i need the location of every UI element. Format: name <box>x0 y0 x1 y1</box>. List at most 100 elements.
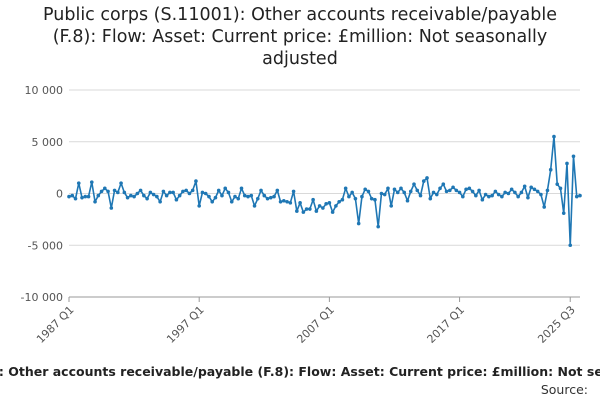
data-point <box>288 201 293 205</box>
data-point <box>366 189 371 194</box>
chart-title-line-3: adjusted <box>262 49 338 69</box>
data-point <box>86 194 91 199</box>
data-point <box>526 195 530 200</box>
data-point <box>561 211 566 215</box>
x-tick-label: 1987 Q1 <box>34 303 77 346</box>
data-point <box>542 205 546 209</box>
data-point <box>181 189 185 194</box>
data-point <box>285 199 289 204</box>
y-tick-label: 10 000 <box>25 84 64 97</box>
data-point <box>119 181 123 185</box>
data-point <box>233 194 237 199</box>
data-point <box>425 176 429 180</box>
data-point <box>506 191 511 196</box>
data-point <box>343 186 348 191</box>
data-point <box>259 188 263 193</box>
data-point <box>337 199 341 204</box>
data-point <box>216 188 221 193</box>
data-point <box>317 204 322 208</box>
legend-caption-text: Public corps (S.11001): Other accounts r… <box>0 364 600 379</box>
data-point <box>532 187 537 192</box>
data-point <box>558 186 563 191</box>
data-point <box>503 190 507 195</box>
data-point <box>83 194 88 199</box>
data-point <box>213 195 218 200</box>
data-point <box>500 194 504 199</box>
data-point <box>96 193 101 198</box>
data-point <box>138 188 143 193</box>
data-point <box>363 187 367 192</box>
data-point <box>535 189 540 194</box>
x-tick-label: 2007 Q1 <box>294 303 337 346</box>
data-point <box>252 204 257 208</box>
data-point <box>220 193 224 198</box>
legend-caption: Public corps (S.11001): Other accounts r… <box>0 364 600 379</box>
data-point <box>480 197 485 202</box>
data-point <box>389 204 394 208</box>
data-point <box>513 190 517 195</box>
data-point <box>106 189 110 194</box>
data-point <box>278 199 283 204</box>
data-point <box>477 188 481 193</box>
data-point <box>265 196 270 201</box>
data-point <box>145 196 149 201</box>
data-point <box>395 190 400 195</box>
x-tick-label: 2017 Q1 <box>425 303 468 346</box>
data-point <box>80 195 84 200</box>
data-point <box>418 193 423 198</box>
data-point <box>324 202 328 206</box>
data-point <box>109 206 114 210</box>
data-point <box>207 194 211 199</box>
data-point <box>177 193 182 198</box>
data-point <box>190 188 195 193</box>
data-point <box>93 199 97 204</box>
data-point <box>399 186 403 191</box>
data-point <box>376 224 381 229</box>
data-point <box>187 191 192 196</box>
data-point <box>519 190 524 195</box>
data-point <box>255 196 260 201</box>
data-point <box>454 188 459 193</box>
data-point <box>386 186 390 191</box>
data-point <box>229 199 234 204</box>
data-point <box>451 185 455 190</box>
x-tick-label: 2025 Q3 <box>535 303 578 346</box>
y-tick-label: -5 000 <box>28 239 63 252</box>
data-point <box>405 198 410 203</box>
data-point <box>470 189 475 194</box>
data-point <box>565 161 569 166</box>
data-point <box>373 197 377 202</box>
data-point <box>353 196 358 201</box>
data-point <box>295 209 299 213</box>
data-point <box>200 190 205 195</box>
data-point <box>415 188 420 193</box>
data-point <box>70 193 75 198</box>
data-point <box>249 193 254 198</box>
data-point <box>304 207 309 211</box>
data-point <box>203 191 208 196</box>
data-point <box>444 189 449 194</box>
data-point <box>461 194 465 199</box>
data-point <box>291 189 296 194</box>
x-axis: 1987 Q1 1997 Q1 2007 Q1 2017 Q1 2025 Q3 <box>34 296 580 346</box>
data-point <box>552 134 556 139</box>
data-point <box>448 188 452 193</box>
data-point <box>467 186 472 191</box>
data-point <box>379 191 384 196</box>
chart-title: Public corps (S.11001): Other accounts r… <box>0 4 600 70</box>
data-point <box>99 189 104 194</box>
y-axis-tick-labels: 10 000 5 000 0 -5 000 -10 000 <box>21 84 63 304</box>
data-point <box>226 190 231 195</box>
data-point <box>103 186 107 191</box>
data-point <box>509 187 514 192</box>
data-point <box>493 189 498 194</box>
data-point <box>574 194 579 199</box>
data-point <box>184 188 188 193</box>
y-tick-label: -10 000 <box>21 291 63 304</box>
data-point <box>73 196 78 201</box>
data-point <box>334 204 338 208</box>
y-tick-label: 0 <box>56 188 63 201</box>
data-point <box>311 197 315 202</box>
chart-title-line-1: Public corps (S.11001): Other accounts r… <box>43 5 557 25</box>
data-point <box>129 193 133 198</box>
